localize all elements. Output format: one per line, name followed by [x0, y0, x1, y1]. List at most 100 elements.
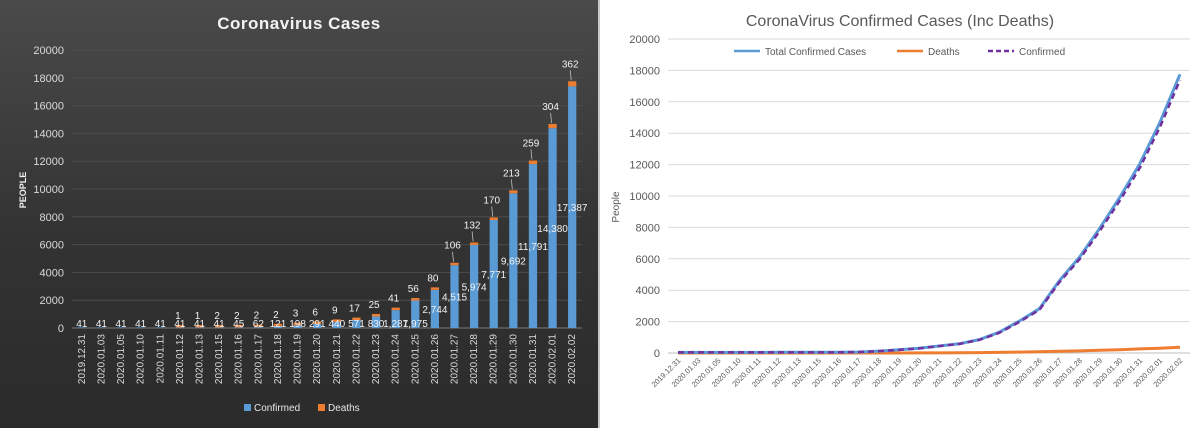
deaths-value-label: 80 — [427, 273, 439, 284]
deaths-value-label: 106 — [444, 241, 461, 252]
bar-deaths — [411, 298, 420, 301]
deaths-value-label: 1 — [195, 311, 201, 322]
x-tick-label: 2020.01.31 — [528, 334, 539, 384]
y-tick-label: 14000 — [33, 128, 64, 140]
deaths-value-label: 2 — [234, 311, 240, 322]
legend-label-confirmed: Confirmed — [1019, 47, 1065, 58]
deaths-value-label: 304 — [542, 102, 559, 113]
x-tick-label: 2020.01.18 — [273, 334, 284, 384]
deaths-value-label: 1 — [175, 311, 181, 322]
confirmed-value-label: 41 — [214, 319, 226, 330]
x-tick-label: 2020.01.27 — [450, 334, 461, 384]
legend-swatch-deaths — [318, 404, 325, 411]
right-y-axis-label: People — [611, 191, 622, 223]
bar-deaths — [469, 242, 479, 245]
bar-deaths — [391, 307, 400, 311]
confirmed-value-label: 41 — [115, 319, 127, 330]
x-tick-label: 2020.01.26 — [430, 334, 441, 384]
confirmed-value-label: 4,515 — [442, 293, 467, 304]
bar-deaths — [371, 313, 381, 317]
bar-confirmed — [489, 219, 498, 328]
bar-deaths — [214, 324, 224, 328]
y-tick-label: 16000 — [33, 101, 64, 113]
y-tick-label: 4000 — [636, 285, 660, 297]
bar-confirmed — [136, 327, 145, 328]
bar-confirmed — [568, 86, 577, 328]
deaths-value-label: 132 — [464, 220, 481, 231]
deaths-value-label: 362 — [562, 59, 579, 70]
legend-label-total-confirmed: Total Confirmed Cases — [765, 47, 866, 58]
right-x-ticks: 2019.12.312020.01.032020.01.052020.01.10… — [650, 356, 1185, 389]
confirmed-value-label: 5,974 — [462, 282, 487, 293]
left-legend: Confirmed Deaths — [244, 403, 360, 414]
bar-confirmed — [273, 326, 283, 328]
bar-confirmed — [234, 327, 243, 328]
x-tick-label: 2020.01.10 — [136, 334, 147, 384]
bar-deaths — [352, 317, 361, 321]
bar-deaths — [568, 81, 577, 87]
x-tick-label: 2020.01.30 — [508, 334, 519, 384]
confirmed-value-label: 41 — [155, 319, 167, 330]
bar-confirmed — [214, 327, 224, 328]
left-chart-panel: Coronavirus Cases PEOPLE 0 2000 4000 6000 80… — [0, 0, 598, 428]
bar-confirmed — [352, 320, 361, 328]
x-tick-label: 2020.01.25 — [410, 334, 421, 384]
x-tick-label: 2020.01.22 — [351, 334, 362, 384]
left-x-ticks: 2019.12.31 2020.01.03 2020.01.05 2020.01.10… — [77, 334, 578, 384]
x-tick-label: 2020.01.28 — [469, 334, 480, 384]
bar-deaths — [332, 319, 341, 322]
bar-confirmed — [450, 265, 459, 328]
right-legend: Total Confirmed Cases Deaths Confirmed — [734, 47, 1065, 58]
label-leader-line — [452, 251, 454, 262]
deaths-value-label: 25 — [368, 300, 380, 311]
confirmed-value-label: 2,744 — [422, 305, 447, 316]
x-tick-label: 2020.01.23 — [371, 334, 382, 384]
bar-confirmed — [509, 193, 518, 328]
bar-deaths — [234, 324, 243, 328]
bar-deaths — [509, 190, 518, 194]
x-tick-label: 2020.01.13 — [195, 334, 206, 384]
y-tick-label: 18000 — [33, 73, 64, 85]
x-tick-label: 2020.01.24 — [391, 334, 402, 384]
confirmed-value-label: 14,380 — [537, 224, 568, 235]
confirmed-value-label: 17,387 — [557, 203, 588, 214]
y-tick-label: 6000 — [636, 254, 660, 266]
stacked-bar-chart: Coronavirus Cases PEOPLE 0 2000 4000 6000 80… — [18, 14, 588, 414]
y-tick-label: 20000 — [629, 34, 660, 46]
bar-deaths — [313, 321, 322, 324]
confirmed-value-label: 121 — [270, 319, 287, 330]
bar-confirmed — [391, 310, 400, 328]
bar-deaths — [293, 322, 302, 326]
confirmed-value-label: 9,692 — [501, 257, 526, 268]
right-gridlines — [668, 38, 1190, 354]
line-chart: CoronaVirus Confirmed Cases (Inc Deaths)… — [611, 13, 1190, 389]
bar-confirmed — [195, 327, 204, 328]
y-tick-label: 10000 — [33, 184, 64, 196]
y-tick-label: 2000 — [40, 295, 64, 307]
y-tick-label: 14000 — [629, 128, 660, 140]
deaths-value-label: 41 — [388, 294, 400, 305]
x-tick-label: 2020.01.20 — [312, 334, 323, 384]
bar-confirmed — [116, 327, 126, 328]
legend-label-deaths: Deaths — [928, 47, 960, 58]
confirmed-value-label: 571 — [348, 319, 365, 330]
bar-confirmed — [293, 325, 302, 328]
label-leader-line — [550, 112, 552, 123]
panel-divider — [598, 0, 600, 428]
deaths-value-label: 56 — [408, 284, 420, 295]
legend-label-deaths: Deaths — [328, 403, 360, 414]
label-leader-line — [510, 179, 513, 190]
right-series-lines — [678, 73, 1182, 355]
series-line-confirmed — [678, 79, 1182, 354]
deaths-value-label: 259 — [523, 139, 540, 150]
confirmed-value-label: 41 — [135, 319, 147, 330]
y-tick-label: 16000 — [629, 97, 660, 109]
x-tick-label: 2020.02.02 — [567, 334, 578, 384]
left-y-ticks: 0 2000 4000 6000 8000 10000 12000 14000 16000 180… — [33, 45, 64, 335]
confirmed-value-label: 11,791 — [518, 242, 548, 253]
deaths-value-label: 17 — [349, 304, 361, 315]
deaths-value-label: 2 — [254, 311, 260, 322]
deaths-value-label: 2 — [214, 311, 220, 322]
bar-confirmed — [528, 164, 538, 328]
bar-confirmed — [156, 327, 165, 328]
